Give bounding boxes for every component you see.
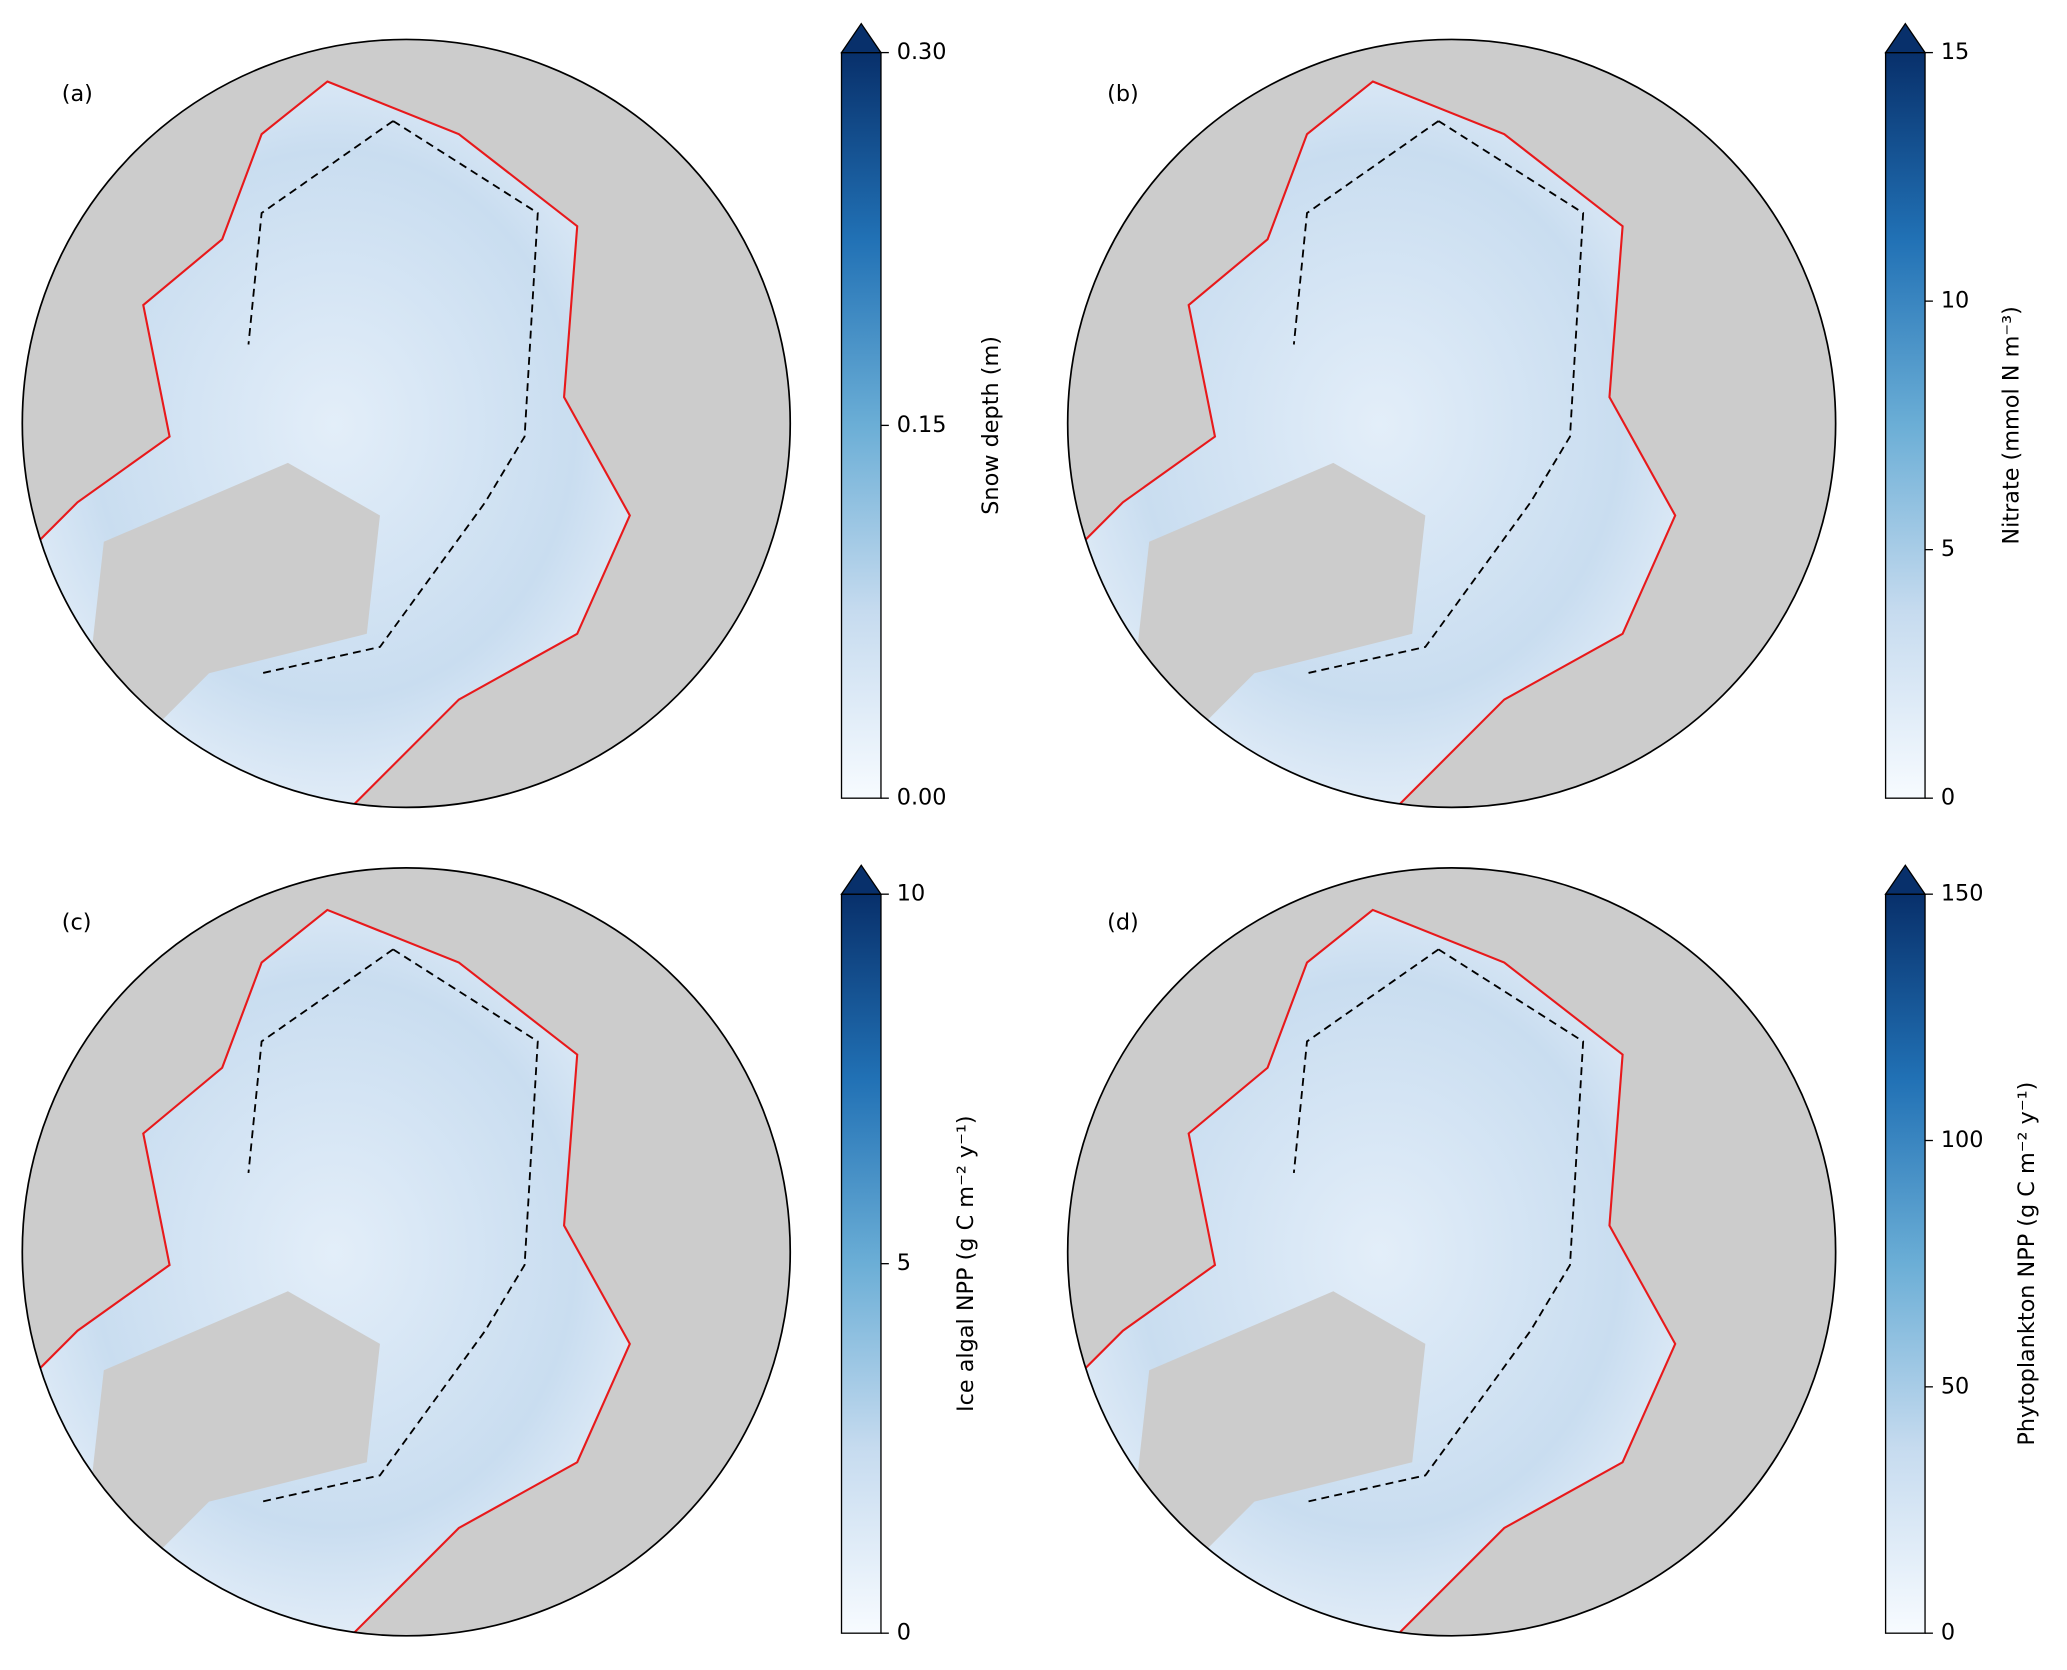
shelf-contour: [247, 120, 539, 675]
colorbar-tick-label: 10: [897, 881, 925, 907]
ice-edge: [22, 908, 670, 1636]
colorbar-tick-label: 0: [1941, 785, 1955, 811]
colorbar-label: Ice algal NPP (g C m⁻² y⁻¹): [953, 1115, 979, 1412]
ice-edge: [1067, 908, 1715, 1636]
map-panel: (b) 0 5 10 15 Nitrate (mmol N m⁻³): [1066, 22, 2024, 811]
colorbar-tick-label: 10: [1941, 288, 1969, 314]
colorbar-tick-label: 100: [1941, 1127, 1984, 1153]
map-border: [1066, 38, 1837, 809]
panel-label: (d): [1107, 910, 1139, 936]
panel-label: (b): [1107, 81, 1139, 107]
map-panel: (c) 0 5 10 Ice algal NPP (g C m⁻² y⁻¹): [21, 864, 979, 1646]
map-border: [21, 38, 792, 809]
colorbar-tick-label: 0: [897, 1620, 911, 1646]
ice-edge: [22, 80, 670, 808]
colorbar: [1884, 893, 1926, 1634]
colorbar: [840, 51, 882, 799]
map: [22, 39, 791, 808]
panel-label: (c): [62, 910, 92, 936]
greenland: [90, 462, 380, 740]
greenland: [1136, 1291, 1426, 1568]
colorbar-tick-label: 150: [1941, 881, 1984, 907]
colorbar-tick-label: 0.15: [897, 412, 947, 438]
map-panel: (a) 0.00 0.15 0.30 Snow depth (m): [21, 22, 1004, 811]
map: [1067, 39, 1836, 808]
ice-edge: [1067, 80, 1715, 808]
colorbar-extend: [840, 22, 883, 54]
map: [1067, 867, 1836, 1636]
greenland: [90, 1291, 380, 1568]
colorbar-tick-label: 15: [1941, 39, 1969, 65]
colorbar-tick-label: 0.00: [897, 785, 947, 811]
colorbar-label: Snow depth (m): [978, 336, 1004, 515]
panel-label: (a): [62, 81, 93, 107]
shelf-contour: [1292, 120, 1585, 675]
colorbar-tick-label: 0: [1941, 1620, 1955, 1646]
colorbar-tick-label: 5: [1941, 536, 1955, 562]
colorbar-tick-label: 5: [897, 1250, 911, 1276]
colorbar-extend: [840, 864, 883, 895]
colorbar: [1884, 51, 1926, 799]
shelf-contour: [1292, 948, 1585, 1503]
map-border: [1066, 867, 1837, 1637]
shelf-contour: [247, 948, 539, 1503]
colorbar-extend: [1884, 864, 1927, 895]
colorbar-label: Phytoplankton NPP (g C m⁻² y⁻¹): [2014, 1082, 2040, 1446]
map-panel: (d) 0 50 100 150 Phytoplankton NPP (g C m⁻² y…: [1066, 864, 2040, 1646]
greenland: [1136, 462, 1426, 740]
colorbar-tick-label: 50: [1941, 1373, 1969, 1399]
map-border: [21, 867, 792, 1637]
map: [22, 867, 791, 1636]
colorbar-extend: [1884, 22, 1927, 54]
colorbar: [840, 893, 882, 1634]
colorbar-label: Nitrate (mmol N m⁻³): [1998, 306, 2024, 544]
colorbar-tick-label: 0.30: [897, 39, 947, 65]
